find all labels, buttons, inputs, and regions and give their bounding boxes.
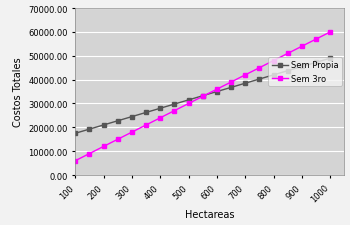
Legend: Sem Propia, Sem 3ro: Sem Propia, Sem 3ro [268, 58, 342, 87]
Line: Sem Propia: Sem Propia [73, 57, 332, 136]
Sem 3ro [187, 103, 191, 105]
Sem 3ro [144, 124, 148, 127]
Sem 3ro [116, 138, 120, 141]
Y-axis label: Costos Totales: Costos Totales [13, 57, 22, 127]
X-axis label: Hectareas: Hectareas [185, 209, 234, 219]
Sem Propia [116, 120, 120, 123]
Sem 3ro [172, 110, 176, 112]
Sem 3ro [102, 145, 106, 148]
Sem Propia [300, 66, 304, 69]
Sem Propia [158, 107, 162, 110]
Sem Propia [286, 70, 290, 73]
Sem 3ro [73, 160, 77, 162]
Sem 3ro [130, 131, 134, 134]
Sem Propia [201, 95, 205, 98]
Sem Propia [272, 74, 276, 77]
Sem Propia [172, 103, 176, 106]
Sem Propia [144, 112, 148, 114]
Sem 3ro [215, 88, 219, 91]
Sem Propia [102, 124, 106, 127]
Sem 3ro [201, 96, 205, 98]
Sem 3ro [314, 38, 318, 41]
Sem Propia [215, 91, 219, 93]
Sem 3ro [300, 46, 304, 48]
Sem Propia [87, 128, 91, 131]
Sem Propia [130, 116, 134, 118]
Sem 3ro [257, 67, 261, 70]
Sem 3ro [87, 153, 91, 155]
Sem Propia [187, 99, 191, 102]
Sem 3ro [286, 53, 290, 56]
Sem 3ro [272, 60, 276, 63]
Line: Sem 3ro: Sem 3ro [73, 31, 332, 163]
Sem Propia [229, 87, 233, 89]
Sem 3ro [229, 81, 233, 84]
Sem 3ro [243, 74, 247, 77]
Sem Propia [257, 78, 261, 81]
Sem Propia [328, 58, 332, 60]
Sem 3ro [158, 117, 162, 120]
Sem Propia [243, 83, 247, 85]
Sem 3ro [328, 32, 332, 34]
Sem Propia [314, 62, 318, 64]
Sem Propia [73, 132, 77, 135]
